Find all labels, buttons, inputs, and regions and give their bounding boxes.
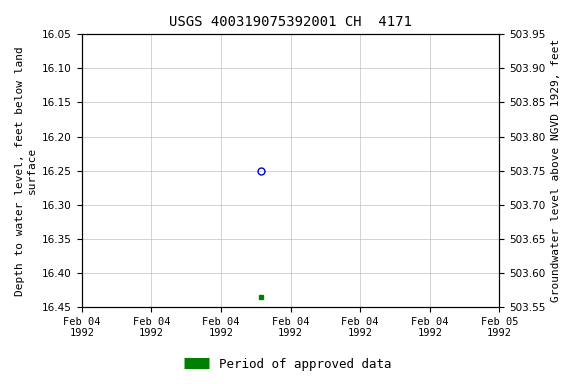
Y-axis label: Groundwater level above NGVD 1929, feet: Groundwater level above NGVD 1929, feet [551, 39, 561, 302]
Title: USGS 400319075392001 CH  4171: USGS 400319075392001 CH 4171 [169, 15, 412, 29]
Y-axis label: Depth to water level, feet below land
surface: Depth to water level, feet below land su… [15, 46, 37, 296]
Legend: Period of approved data: Period of approved data [179, 353, 397, 376]
